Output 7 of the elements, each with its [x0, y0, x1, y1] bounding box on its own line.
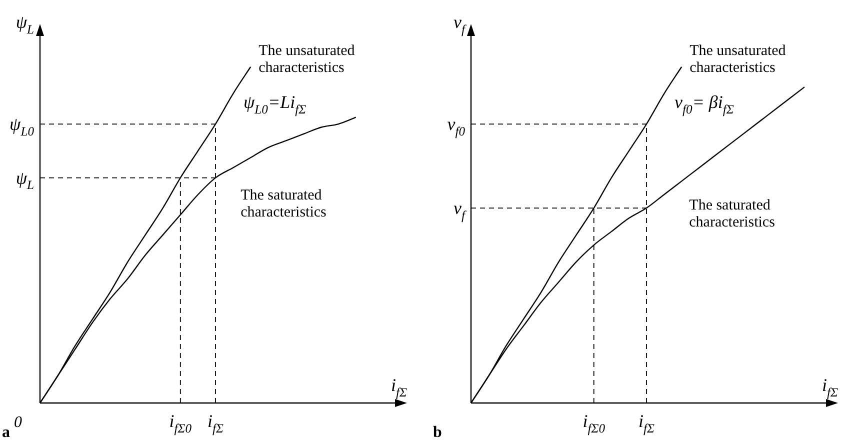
series-label: The unsaturated characteristics: [690, 42, 786, 76]
series-label: The saturated characteristics: [240, 188, 327, 221]
text: a: [2, 424, 10, 441]
series-label: The saturated characteristics: [689, 198, 776, 231]
text: b: [433, 424, 442, 441]
series-label: The unsaturated characteristics: [258, 42, 356, 76]
x-tick-label: 0: [14, 414, 22, 431]
